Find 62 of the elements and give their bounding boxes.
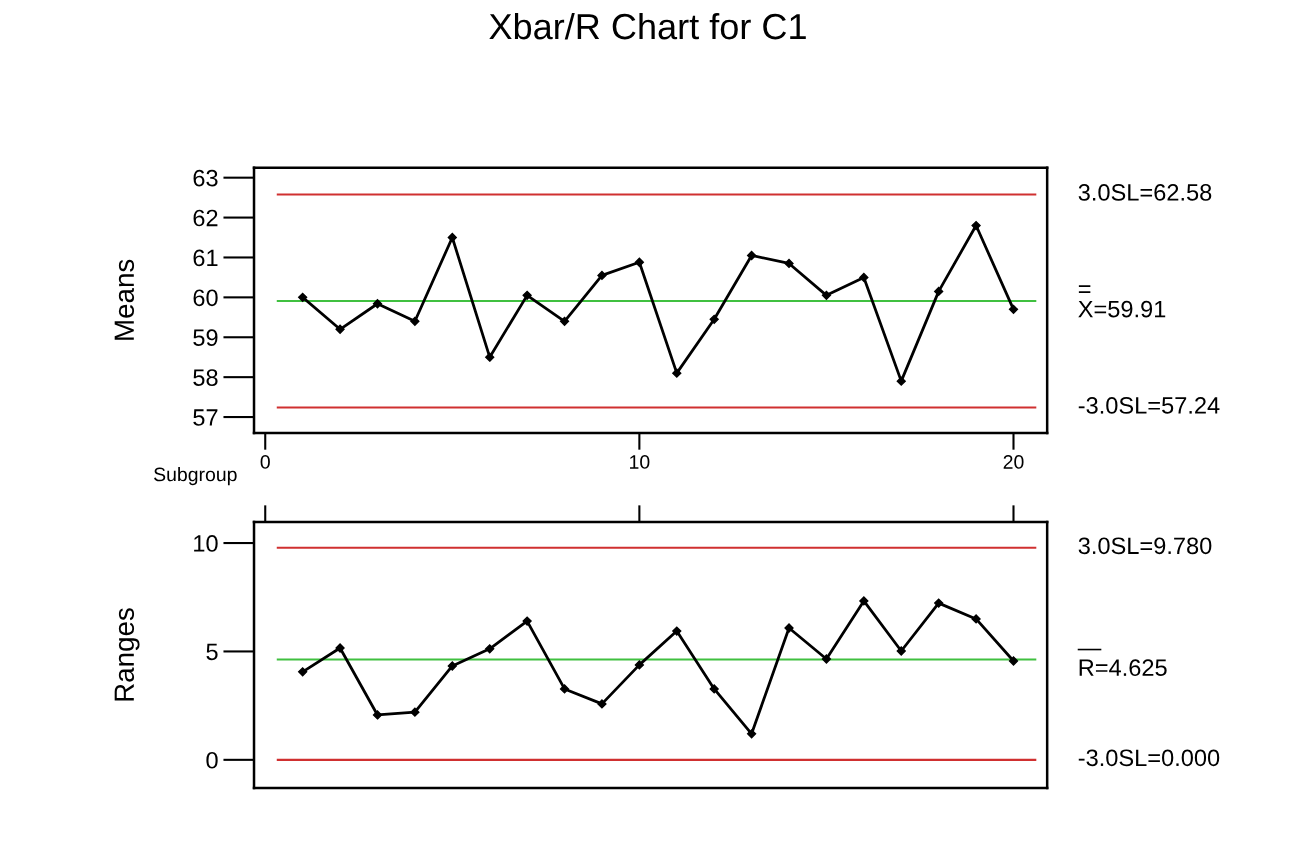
- point: [522, 616, 532, 626]
- point: [298, 292, 308, 302]
- point: [372, 710, 383, 720]
- point: [1008, 304, 1019, 314]
- x-tick-label: 10: [630, 455, 650, 469]
- point: [821, 290, 832, 300]
- point: [559, 684, 570, 694]
- point: [634, 257, 644, 267]
- point: [1008, 656, 1019, 666]
- ref-line-label: — R=4.625: [1077, 648, 1167, 677]
- ref-line-label: -3.0SL=57.24: [1078, 397, 1220, 414]
- y-axis-title: Means: [114, 259, 135, 340]
- ref-line-label: -3.0SL=0.000: [1078, 749, 1220, 767]
- point: [634, 660, 644, 670]
- point: [934, 598, 944, 608]
- point: [410, 316, 420, 326]
- point: [447, 661, 457, 671]
- y-tick-label: 0: [206, 751, 218, 769]
- point: [597, 270, 607, 281]
- point: [298, 667, 308, 677]
- point: [746, 250, 757, 261]
- y-tick-label: 62: [193, 209, 218, 227]
- point: [485, 644, 495, 654]
- point: [522, 290, 532, 300]
- point: [335, 324, 345, 334]
- point: [821, 654, 832, 664]
- y-tick-label: 60: [193, 289, 218, 307]
- point: [559, 316, 570, 326]
- point: [934, 286, 944, 297]
- point: [784, 258, 794, 269]
- point: [410, 707, 420, 717]
- chart-title: Xbar/R Chart for C1: [489, 12, 806, 40]
- y-axis-title: Ranges: [114, 608, 140, 701]
- point: [709, 314, 719, 324]
- point: [896, 646, 906, 656]
- point: [859, 596, 869, 606]
- point: [335, 643, 345, 653]
- point: [485, 352, 495, 362]
- point: [971, 614, 981, 624]
- y-tick-label: 57: [193, 409, 218, 426]
- point: [672, 368, 682, 378]
- ref-line-label: 3.0SL=62.58: [1078, 184, 1212, 201]
- y-tick-label: 58: [193, 369, 218, 386]
- point: [859, 272, 869, 283]
- point: [896, 376, 906, 386]
- x-tick-label: 0: [260, 455, 270, 469]
- point: [672, 626, 682, 636]
- y-tick-label: 10: [194, 535, 218, 552]
- x-tick-label: 20: [1003, 455, 1024, 469]
- y-tick-label: 61: [193, 249, 218, 267]
- y-tick-label: 59: [193, 329, 218, 347]
- point: [709, 684, 719, 694]
- point: [597, 699, 607, 709]
- x-axis-title: Subgroup: [154, 467, 237, 486]
- point: [746, 729, 757, 739]
- ref-line-label: 3.0SL=9.780: [1078, 537, 1212, 555]
- y-tick-label: 5: [206, 643, 218, 661]
- point: [372, 299, 383, 309]
- point: [447, 232, 457, 243]
- y-tick-label: 63: [193, 169, 218, 187]
- point: [971, 220, 981, 231]
- ref-line-label: = X=59.91: [1078, 285, 1166, 318]
